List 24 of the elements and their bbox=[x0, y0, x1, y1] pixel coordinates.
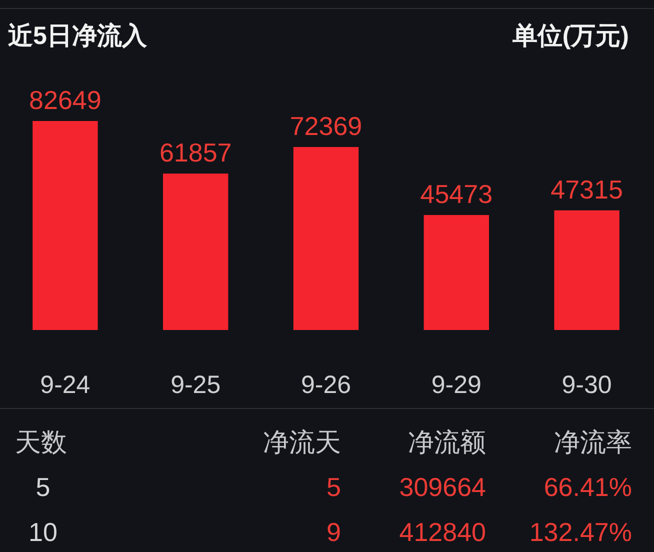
text: 66.41% bbox=[544, 472, 632, 502]
data-label: 45473 bbox=[420, 179, 493, 210]
data-label: 47315 bbox=[550, 174, 623, 204]
text: 5 bbox=[326, 472, 341, 502]
text: 净流天 bbox=[263, 427, 341, 457]
x-tick-label: 9-25 bbox=[170, 371, 221, 399]
x-tick-label: 9-30 bbox=[562, 371, 612, 399]
text: 309664 bbox=[399, 472, 486, 502]
text: 412840 bbox=[399, 517, 486, 547]
text: 9 bbox=[326, 517, 341, 547]
text: 10 bbox=[28, 517, 58, 547]
chart-subtitle: 单位(万元) bbox=[511, 22, 629, 50]
x-tick-label: 9-26 bbox=[300, 371, 352, 399]
data-label: 82649 bbox=[29, 85, 102, 115]
text: 天数 bbox=[15, 427, 67, 457]
data-label: 72369 bbox=[290, 110, 362, 141]
chart-title: 近5日净流入 bbox=[8, 22, 148, 50]
text: 132.47% bbox=[529, 517, 632, 547]
text: 净流率 bbox=[554, 427, 632, 457]
text: 5 bbox=[36, 472, 50, 502]
data-label: 61857 bbox=[159, 138, 232, 168]
x-tick-label: 9-29 bbox=[431, 371, 482, 399]
x-tick-label: 9-24 bbox=[40, 371, 90, 399]
text: 净流额 bbox=[408, 427, 486, 457]
